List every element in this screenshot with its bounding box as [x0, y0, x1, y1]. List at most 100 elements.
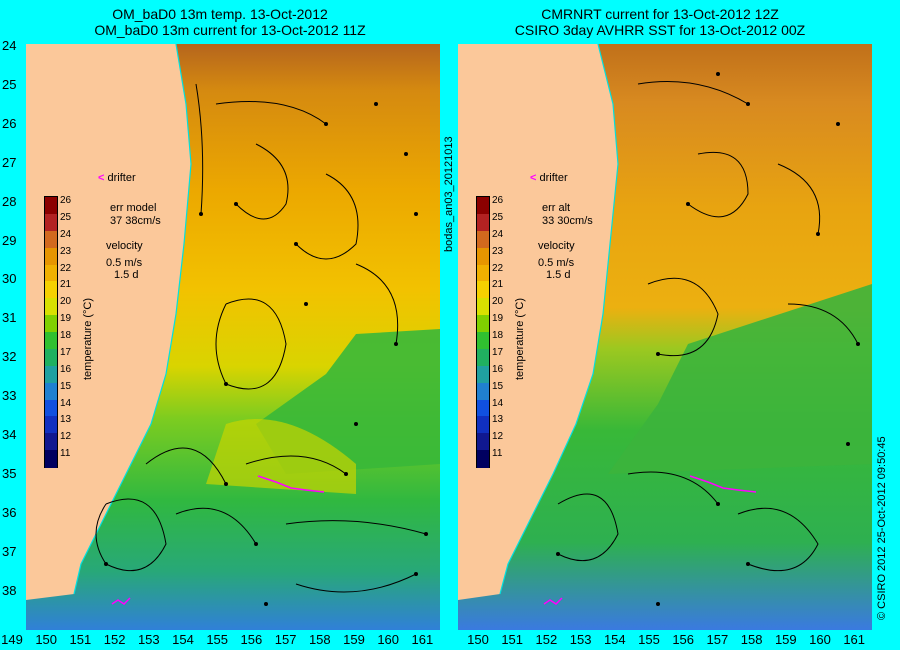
colorbar-tick-label: 14 — [60, 397, 72, 409]
colorbar-swatch — [477, 281, 489, 299]
colorbar-swatch — [477, 382, 489, 400]
x-tick-label: 155 — [206, 632, 229, 647]
x-tick-label: 160 — [809, 632, 831, 647]
colorbar-tick-label: 23 — [492, 245, 504, 257]
x-tick-label: 153 — [137, 632, 160, 647]
x-tick-label: 159 — [343, 632, 365, 647]
colorbar-tick-label: 16 — [492, 363, 504, 375]
colorbar-tick-label: 18 — [60, 330, 72, 341]
x-tick-label: 160 — [377, 632, 400, 647]
x-tick-label: 151 — [501, 632, 524, 647]
y-tick-label: 30 — [2, 271, 17, 287]
colorbar-tick-label: 22 — [60, 262, 72, 274]
x-tick-label: 158 — [308, 632, 331, 647]
y-tick-label: 36 — [2, 504, 17, 520]
colorbar-tick-label: 20 — [492, 296, 504, 308]
colorbar-swatch — [45, 315, 57, 333]
right-drifter-legend: < drifter — [530, 172, 568, 185]
x-tick-label: 152 — [103, 632, 126, 647]
x-tick-label: 156 — [240, 632, 263, 647]
colorbar-swatch — [477, 399, 489, 417]
x-tick-label: 156 — [672, 632, 695, 647]
colorbar-swatch — [45, 332, 57, 350]
right-velocity-time: 1.5 d — [546, 269, 571, 281]
colorbar-swatch — [45, 382, 57, 400]
left-velocity-label: velocity — [106, 240, 143, 252]
left-velocity-time: 1.5 d — [114, 269, 139, 281]
y-tick-label: 26 — [2, 115, 17, 131]
y-tick-label: 28 — [2, 193, 17, 209]
colorbar-swatch — [477, 332, 489, 350]
left-drifter-track-south — [111, 597, 131, 605]
right-current-streamlines — [557, 81, 859, 572]
x-tick-label: 155 — [638, 632, 660, 647]
colorbar-swatch — [477, 264, 489, 282]
colorbar-tick-label: 15 — [492, 380, 504, 392]
colorbar-tick-label: 21 — [60, 279, 72, 291]
x-tick-label: 153 — [569, 632, 592, 647]
colorbar-swatch — [45, 197, 57, 215]
colorbar-swatch — [45, 399, 57, 417]
colorbar-swatch — [45, 450, 57, 468]
colorbar-tick-label: 16 — [60, 363, 72, 375]
colorbar-swatch — [45, 348, 57, 367]
colorbar-swatch — [45, 230, 57, 249]
left-map-canvas — [26, 44, 440, 630]
x-tick-label: 149 — [1, 632, 23, 647]
colorbar-swatch — [477, 348, 489, 367]
left-err-label: err model — [110, 202, 157, 214]
colorbar-tick-label: 21 — [492, 279, 504, 291]
colorbar-tick-label: 11 — [60, 448, 71, 460]
colorbar-tick-label: 15 — [60, 380, 72, 392]
y-tick-label: 35 — [2, 465, 17, 481]
colorbar-tick-label: 26 — [60, 195, 72, 206]
left-coastline — [73, 44, 192, 595]
colorbar-swatch — [477, 416, 489, 434]
x-tick-label: 157 — [706, 632, 729, 647]
left-drifter-label: drifter — [107, 172, 136, 184]
right-coastline — [499, 44, 619, 595]
colorbar-swatch — [45, 264, 57, 282]
colorbar-tick-label: 18 — [492, 330, 504, 341]
colorbar-swatch — [477, 247, 489, 265]
right-title-line1: CMRNRT current for 13-Oct-2012 12Z — [541, 6, 779, 22]
y-tick-label: 32 — [2, 349, 17, 365]
left-drifter-arrow-icon: < — [98, 172, 105, 184]
right-drifter-track-south — [543, 597, 563, 605]
y-tick-label: 31 — [2, 310, 17, 326]
right-colorbar-title: temperature (°C) — [514, 297, 526, 380]
colorbar-tick-label: 24 — [492, 228, 504, 240]
colorbar-tick-label: 23 — [60, 245, 72, 257]
colorbar-swatch — [45, 213, 57, 232]
left-drifter-track — [257, 475, 325, 493]
y-tick-label: 37 — [2, 543, 17, 559]
colorbar-tick-label: 13 — [60, 414, 72, 426]
colorbar-tick-label: 11 — [492, 448, 503, 460]
left-velocity-scale: 0.5 m/s — [106, 257, 143, 269]
right-colorbar — [476, 196, 490, 468]
y-tick-label: 27 — [2, 154, 17, 170]
y-tick-label: 33 — [2, 388, 17, 404]
x-tick-label: 154 — [172, 632, 194, 647]
colorbar-tick-label: 20 — [60, 296, 72, 308]
colorbar-swatch — [45, 247, 57, 265]
right-velocity-scale: 0.5 m/s — [538, 257, 575, 269]
right-velocity-label: velocity — [538, 240, 575, 252]
x-tick-label: 154 — [603, 632, 626, 647]
x-tick-label: 150 — [35, 632, 58, 647]
left-current-arrows — [104, 102, 428, 606]
right-drifter-track — [689, 475, 757, 493]
credit-label: © CSIRO 2012 25-Oct-2012 09:50:45 — [876, 436, 888, 620]
colorbar-swatch — [477, 315, 489, 333]
colorbar-tick-label: 19 — [60, 313, 72, 325]
colorbar-swatch — [45, 433, 57, 451]
right-map-canvas — [458, 44, 872, 630]
colorbar-tick-label: 22 — [492, 262, 504, 274]
colorbar-tick-label: 25 — [492, 211, 504, 223]
left-colorbar — [44, 196, 58, 468]
right-err-value: 33 30cm/s — [542, 215, 593, 227]
x-tick-label: 161 — [843, 632, 866, 647]
colorbar-tick-label: 17 — [492, 346, 504, 358]
y-tick-label: 38 — [2, 582, 17, 598]
left-colorbar-title: temperature (°C) — [82, 297, 94, 380]
